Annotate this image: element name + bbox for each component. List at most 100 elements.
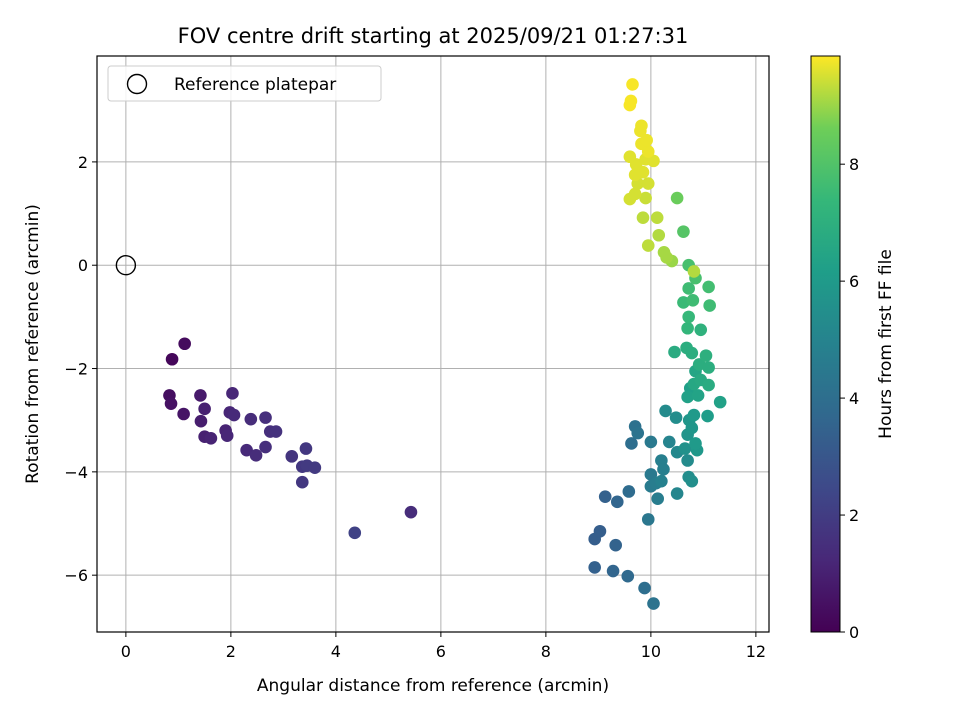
chart-title: FOV centre drift starting at 2025/09/21 …: [178, 24, 689, 48]
x-tick-label: 4: [331, 642, 341, 661]
data-point: [638, 581, 651, 595]
x-axis-label: Angular distance from reference (arcmin): [257, 676, 609, 696]
legend-marker: [126, 73, 148, 95]
data-point: [687, 408, 701, 422]
data-point: [662, 435, 676, 449]
data-point: [204, 431, 218, 445]
colorbar-gradient: [810, 55, 841, 633]
data-point: [687, 265, 701, 278]
data-point: [178, 337, 191, 351]
data-point: [621, 569, 635, 583]
data-point: [164, 397, 178, 410]
grid-lines: [97, 56, 769, 632]
data-point: [670, 487, 684, 500]
data-point: [641, 239, 655, 252]
data-point: [644, 435, 658, 449]
data-point: [699, 349, 713, 362]
data-point: [681, 321, 694, 335]
data-point: [686, 294, 700, 307]
data-point: [677, 225, 690, 238]
data-point: [657, 462, 670, 476]
data-point: [694, 323, 708, 337]
plot-frame: [96, 55, 770, 633]
colorbar-tick-label: 2: [849, 506, 859, 525]
data-point: [691, 389, 705, 402]
data-point: [641, 513, 655, 526]
data-point: [685, 474, 699, 488]
legend-box: [107, 65, 382, 102]
data-point: [681, 454, 694, 467]
data-point: [609, 538, 622, 552]
data-point: [685, 421, 699, 435]
data-point: [641, 177, 655, 190]
colorbar-tick-label: 0: [849, 623, 859, 642]
data-point: [588, 561, 601, 574]
data-point: [635, 119, 648, 133]
reference-platepar-marker: [115, 255, 137, 276]
data-point: [240, 443, 253, 457]
x-tick-label: 0: [121, 642, 131, 661]
data-point: [295, 475, 309, 489]
y-tick-label: 2: [78, 153, 88, 172]
data-point: [670, 191, 684, 205]
data-point: [220, 429, 234, 442]
y-tick-label: 0: [78, 256, 88, 275]
data-point: [285, 450, 299, 463]
data-point: [610, 495, 624, 509]
x-tick-label: 8: [541, 642, 551, 661]
data-point: [606, 564, 620, 578]
data-point: [626, 78, 639, 91]
x-tick-label: 2: [226, 642, 236, 661]
data-point: [703, 299, 716, 312]
data-point: [631, 426, 645, 440]
data-point: [702, 361, 715, 374]
y-tick-label: −6: [64, 566, 88, 585]
data-point: [639, 191, 652, 205]
data-point: [308, 461, 322, 475]
legend-label: Reference platepar: [174, 75, 336, 95]
x-tick-label: 12: [746, 642, 766, 661]
y-axis: −6 −4 −2 0 2: [64, 153, 97, 585]
y-tick-label: −4: [64, 463, 88, 482]
data-point: [227, 408, 241, 422]
data-point: [622, 485, 636, 498]
data-point: [299, 442, 313, 455]
data-point: [692, 358, 706, 371]
data-point: [198, 402, 211, 416]
data-point: [659, 404, 672, 418]
data-point: [624, 94, 638, 108]
data-point: [647, 154, 660, 168]
data-point: [244, 412, 258, 426]
data-point: [655, 474, 668, 488]
colorbar-tick-label: 8: [849, 155, 859, 174]
data-point: [647, 597, 660, 610]
data-point: [651, 492, 664, 506]
x-tick-label: 10: [641, 642, 661, 661]
data-point: [259, 411, 272, 424]
colorbar-tick-label: 4: [849, 389, 859, 408]
x-tick-label: 6: [436, 642, 446, 661]
data-point: [685, 346, 699, 360]
data-point: [702, 280, 715, 294]
data-point: [678, 442, 692, 455]
data-point: [689, 437, 702, 450]
data-point: [681, 390, 694, 404]
data-point: [636, 165, 650, 179]
data-point: [625, 437, 638, 450]
data-point: [657, 246, 671, 259]
colorbar-tick-label: 6: [849, 272, 859, 291]
data-point: [682, 310, 695, 324]
colorbar: 0 2 4 6 8 Hours from first FF file: [810, 55, 896, 642]
data-point: [194, 389, 207, 402]
data-point: [598, 490, 612, 503]
scatter-series: [163, 78, 727, 610]
data-point: [348, 526, 362, 540]
data-point: [636, 211, 650, 224]
data-point: [259, 440, 272, 454]
data-point: [701, 409, 714, 423]
data-point: [249, 449, 263, 462]
data-point: [194, 414, 208, 428]
data-point: [404, 505, 418, 519]
y-axis-label: Rotation from reference (arcmin): [23, 204, 43, 484]
